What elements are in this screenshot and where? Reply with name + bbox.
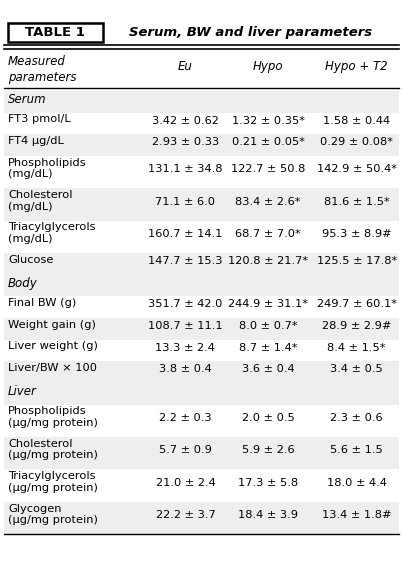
Text: Final BW (g): Final BW (g) (8, 298, 76, 308)
Text: 5.6 ± 1.5: 5.6 ± 1.5 (330, 446, 383, 455)
Text: 108.7 ± 11.1: 108.7 ± 11.1 (148, 321, 223, 331)
Text: Phospholipids
(mg/dL): Phospholipids (mg/dL) (8, 158, 87, 179)
Text: FT4 μg/dL: FT4 μg/dL (8, 136, 64, 146)
Text: Weight gain (g): Weight gain (g) (8, 320, 96, 330)
Text: Body: Body (8, 277, 38, 290)
Text: Liver: Liver (8, 385, 37, 398)
Text: 2.0 ± 0.5: 2.0 ± 0.5 (242, 413, 294, 423)
Text: 160.7 ± 14.1: 160.7 ± 14.1 (148, 229, 222, 239)
Text: 0.29 ± 0.08*: 0.29 ± 0.08* (320, 137, 393, 147)
Text: Triacylglycerols
(mg/dL): Triacylglycerols (mg/dL) (8, 222, 96, 244)
Text: 249.7 ± 60.1*: 249.7 ± 60.1* (317, 299, 397, 310)
Text: 5.9 ± 2.6: 5.9 ± 2.6 (242, 446, 294, 455)
Text: 244.9 ± 31.1*: 244.9 ± 31.1* (228, 299, 308, 310)
Text: Serum, BW and liver parameters: Serum, BW and liver parameters (129, 26, 372, 39)
Text: Glucose: Glucose (8, 255, 54, 265)
Text: 21.0 ± 2.4: 21.0 ± 2.4 (156, 478, 215, 488)
Text: 71.1 ± 6.0: 71.1 ± 6.0 (156, 197, 215, 207)
Text: Phospholipids
(μg/mg protein): Phospholipids (μg/mg protein) (8, 406, 98, 428)
Text: 8.0 ± 0.7*: 8.0 ± 0.7* (239, 321, 297, 331)
Text: 18.4 ± 3.9: 18.4 ± 3.9 (238, 510, 298, 520)
Text: 8.7 ± 1.4*: 8.7 ± 1.4* (239, 343, 297, 353)
Text: Serum: Serum (8, 93, 47, 106)
Text: 2.93 ± 0.33: 2.93 ± 0.33 (152, 137, 219, 147)
Text: Eu: Eu (178, 60, 193, 73)
Text: 131.1 ± 34.8: 131.1 ± 34.8 (148, 164, 222, 174)
Text: 1.58 ± 0.44: 1.58 ± 0.44 (323, 116, 390, 126)
Text: FT3 pmol/L: FT3 pmol/L (8, 114, 71, 125)
Text: 2.2 ± 0.3: 2.2 ± 0.3 (159, 413, 212, 423)
Text: 5.7 ± 0.9: 5.7 ± 0.9 (159, 446, 212, 455)
Text: 3.4 ± 0.5: 3.4 ± 0.5 (330, 364, 383, 374)
Text: Cholesterol
(μg/mg protein): Cholesterol (μg/mg protein) (8, 439, 98, 460)
Text: 120.8 ± 21.7*: 120.8 ± 21.7* (228, 256, 308, 266)
Text: Hypo: Hypo (253, 60, 283, 73)
Text: 68.7 ± 7.0*: 68.7 ± 7.0* (235, 229, 301, 239)
Text: 147.7 ± 15.3: 147.7 ± 15.3 (148, 256, 222, 266)
Text: Cholesterol
(mg/dL): Cholesterol (mg/dL) (8, 190, 73, 212)
Text: TABLE 1: TABLE 1 (25, 26, 85, 39)
Text: 81.6 ± 1.5*: 81.6 ± 1.5* (324, 197, 389, 207)
Text: Glycogen
(μg/mg protein): Glycogen (μg/mg protein) (8, 504, 98, 525)
Text: 22.2 ± 3.7: 22.2 ± 3.7 (156, 510, 215, 520)
Text: 13.3 ± 2.4: 13.3 ± 2.4 (156, 343, 215, 353)
Text: 351.7 ± 42.0: 351.7 ± 42.0 (148, 299, 222, 310)
Text: 125.5 ± 17.8*: 125.5 ± 17.8* (317, 256, 397, 266)
Text: Measured
parameters: Measured parameters (8, 55, 77, 84)
Text: Liver weight (g): Liver weight (g) (8, 341, 98, 352)
Text: 3.8 ± 0.4: 3.8 ± 0.4 (159, 364, 212, 374)
Text: Triacylglycerols
(μg/mg protein): Triacylglycerols (μg/mg protein) (8, 471, 98, 493)
Text: 95.3 ± 8.9#: 95.3 ± 8.9# (322, 229, 391, 239)
Text: 83.4 ± 2.6*: 83.4 ± 2.6* (235, 197, 301, 207)
Text: 142.9 ± 50.4*: 142.9 ± 50.4* (317, 164, 397, 174)
Text: 0.21 ± 0.05*: 0.21 ± 0.05* (232, 137, 304, 147)
Text: 1.32 ± 0.35*: 1.32 ± 0.35* (232, 116, 304, 126)
Text: 28.9 ± 2.9#: 28.9 ± 2.9# (322, 321, 391, 331)
Text: 3.42 ± 0.62: 3.42 ± 0.62 (152, 116, 219, 126)
Text: 8.4 ± 1.5*: 8.4 ± 1.5* (328, 343, 386, 353)
Text: 2.3 ± 0.6: 2.3 ± 0.6 (330, 413, 383, 423)
Text: 18.0 ± 4.4: 18.0 ± 4.4 (327, 478, 386, 488)
Text: 122.7 ± 50.8: 122.7 ± 50.8 (231, 164, 305, 174)
Text: 3.6 ± 0.4: 3.6 ± 0.4 (242, 364, 294, 374)
Text: 17.3 ± 5.8: 17.3 ± 5.8 (238, 478, 298, 488)
Text: Liver/BW × 100: Liver/BW × 100 (8, 363, 97, 373)
Text: 13.4 ± 1.8#: 13.4 ± 1.8# (322, 510, 391, 520)
Text: Hypo + T2: Hypo + T2 (325, 60, 388, 73)
